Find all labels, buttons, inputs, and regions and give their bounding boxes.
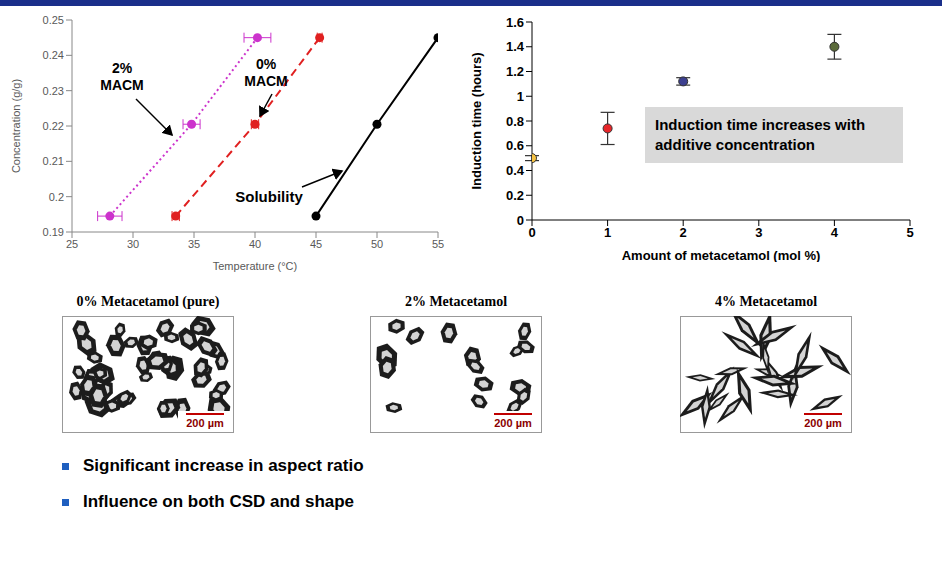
svg-text:5: 5: [906, 225, 913, 240]
svg-text:0.2: 0.2: [506, 188, 524, 203]
svg-text:0: 0: [517, 213, 524, 228]
svg-text:1.6: 1.6: [506, 15, 524, 30]
svg-text:Amount of metacetamol (mol %): Amount of metacetamol (mol %): [622, 248, 821, 262]
svg-text:0.21: 0.21: [43, 155, 64, 167]
svg-text:Temperature (°C): Temperature (°C): [213, 260, 297, 272]
svg-text:30: 30: [127, 238, 139, 250]
html-text:Influence on both CSD and shap: Influence on both CSD and shape: [83, 492, 355, 511]
svg-text:200 µm: 200 µm: [494, 417, 532, 429]
html-text:Significant increase in aspect: Significant increase in aspect ratio: [83, 456, 364, 475]
svg-text:40: 40: [249, 238, 261, 250]
svg-text:45: 45: [310, 238, 322, 250]
html-text:2% Metacetamol: 2% Metacetamol: [404, 294, 508, 309]
svg-text:0.8: 0.8: [506, 114, 524, 129]
html-text:Solubility: Solubility: [235, 188, 303, 205]
svg-text:35: 35: [188, 238, 200, 250]
svg-text:1: 1: [604, 225, 611, 240]
svg-text:Concentration (g/g): Concentration (g/g): [10, 79, 22, 173]
svg-text:0.4: 0.4: [506, 163, 525, 178]
svg-text:0.25: 0.25: [43, 14, 64, 26]
html-text:0% MACM: 0% MACM: [244, 56, 288, 89]
svg-text:200 µm: 200 µm: [186, 417, 224, 429]
html-text:2% MACM: 2% MACM: [100, 60, 144, 93]
svg-text:0.22: 0.22: [43, 120, 64, 132]
svg-text:0.19: 0.19: [43, 226, 64, 238]
svg-text:0.23: 0.23: [43, 85, 64, 97]
svg-text:0.2: 0.2: [49, 191, 64, 203]
svg-text:1: 1: [517, 89, 524, 104]
svg-text:2: 2: [680, 225, 687, 240]
svg-text:200 µm: 200 µm: [804, 417, 842, 429]
svg-text:Induction time (hours): Induction time (hours): [470, 52, 484, 189]
svg-text:25: 25: [66, 238, 78, 250]
svg-text:3: 3: [755, 225, 762, 240]
html-text:0% Metacetamol (pure): 0% Metacetamol (pure): [76, 294, 220, 309]
svg-text:0.24: 0.24: [43, 49, 64, 61]
svg-text:0: 0: [528, 225, 535, 240]
svg-text:55: 55: [432, 238, 444, 250]
html-text:Induction time increases with: Induction time increases with additive c…: [655, 116, 865, 153]
svg-text:50: 50: [371, 238, 383, 250]
svg-text:0.6: 0.6: [506, 138, 524, 153]
svg-text:4: 4: [831, 225, 839, 240]
html-text:4% Metacetamol: 4% Metacetamol: [714, 294, 818, 309]
svg-text:1.2: 1.2: [506, 64, 524, 79]
svg-text:1.4: 1.4: [506, 39, 525, 54]
